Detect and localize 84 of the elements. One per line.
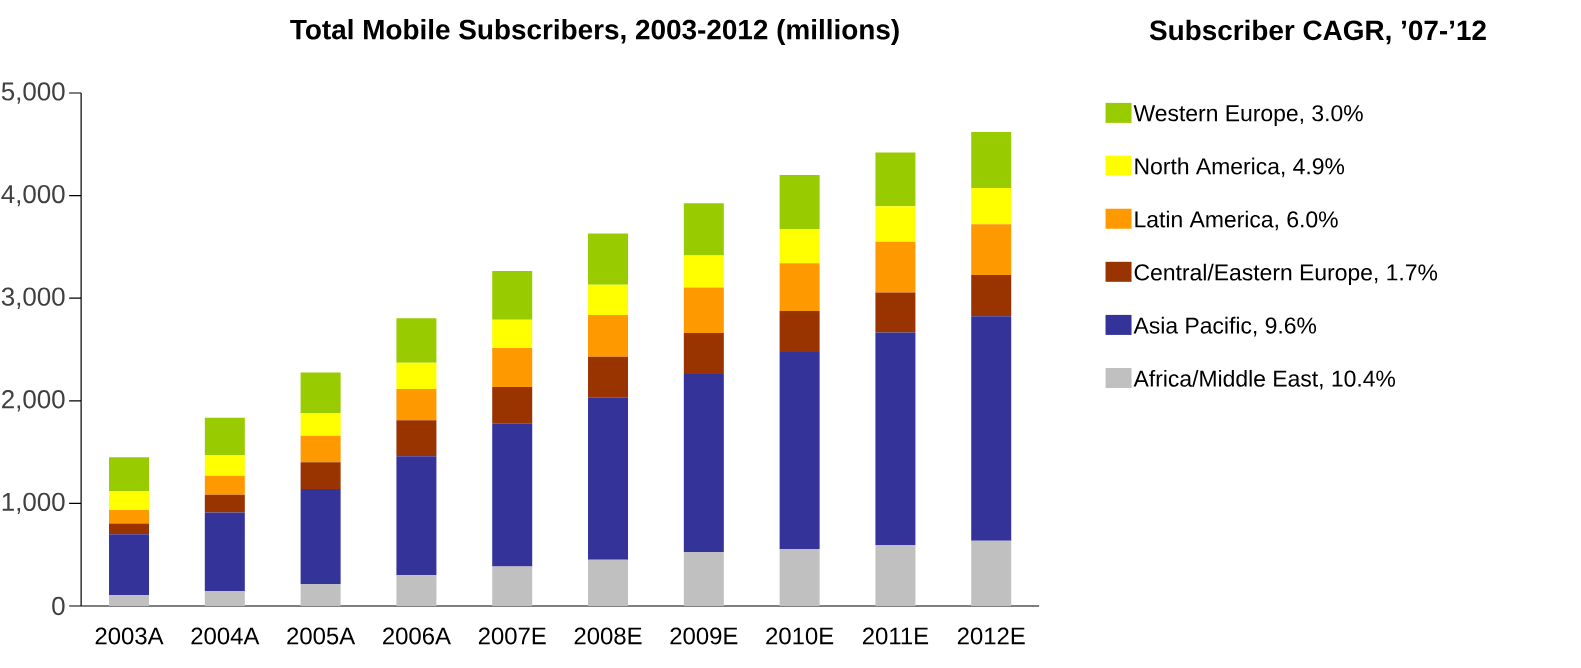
bar [109, 491, 150, 511]
bar [779, 549, 820, 606]
bar [492, 386, 533, 424]
bar [396, 388, 437, 421]
bar [779, 228, 820, 264]
legend-label: Western Europe, 3.0% [1133, 105, 1363, 126]
bar [204, 455, 245, 476]
chart-title: Total Mobile Subscribers, 2003-2012 (millions) [290, 19, 899, 45]
bar [204, 512, 245, 592]
bar [875, 544, 916, 606]
bar [109, 595, 150, 606]
bar [300, 435, 341, 463]
y-tick-label: 1,000 [2, 492, 65, 515]
bar [204, 591, 245, 606]
legend-label: North America, 4.9% [1135, 157, 1345, 178]
bar [588, 397, 629, 560]
bar [683, 203, 724, 256]
bar [204, 494, 245, 513]
bar [588, 315, 629, 357]
bar [683, 374, 724, 553]
y-tick-label: 3,000 [1, 287, 65, 309]
bar [492, 566, 533, 606]
legend-label: Africa/Middle East, 10.4% [1133, 369, 1396, 390]
bar [779, 175, 820, 229]
bar [300, 462, 341, 490]
x-tick-label: 2009E [670, 627, 738, 645]
x-tick-label: 2007E [478, 627, 546, 645]
bar [300, 489, 341, 584]
bar [396, 456, 437, 576]
bar [588, 284, 629, 316]
bar [971, 131, 1012, 188]
bar [492, 347, 533, 387]
bar [875, 241, 916, 293]
bar [971, 187, 1012, 225]
bar [396, 318, 437, 363]
bar [971, 316, 1012, 541]
bar [875, 206, 916, 242]
legend-title: Subscriber CAGR, ’07-’12 [1149, 19, 1486, 45]
bar [109, 534, 150, 596]
bar [396, 575, 437, 606]
x-tick-label: 2005A [287, 627, 356, 645]
x-tick-label: 2011E [862, 627, 929, 645]
bar [109, 510, 150, 524]
bar [875, 152, 916, 207]
x-tick-label: 2003A [95, 627, 164, 645]
bar [396, 362, 437, 389]
bar [683, 552, 724, 606]
x-tick-label: 2010E [766, 627, 834, 645]
bar [492, 270, 533, 320]
bar [875, 332, 916, 545]
x-tick-label: 2004A [191, 627, 260, 645]
y-tick-label: 4,000 [1, 184, 65, 207]
bar [492, 319, 533, 348]
y-tick-label: 0 [52, 596, 65, 616]
x-tick-label: 2006A [383, 627, 451, 645]
legend-label: Central/Eastern Europe, 1.7% [1134, 263, 1438, 286]
bar [779, 352, 820, 550]
bar [971, 224, 1012, 276]
bar [779, 311, 820, 353]
x-tick-label: 2012E [957, 627, 1025, 645]
bar [109, 523, 150, 535]
bar [492, 423, 533, 567]
bar [588, 559, 629, 606]
y-tick-label: 2,000 [2, 390, 65, 412]
bar [204, 475, 245, 495]
bar [875, 292, 916, 333]
bar [971, 540, 1012, 606]
bar [396, 420, 437, 457]
bar [300, 372, 341, 414]
bar [683, 287, 724, 334]
bar [300, 413, 341, 436]
legend-label: Latin America, 6.0% [1135, 210, 1338, 231]
x-tick-label: 2008E [574, 627, 642, 645]
legend-label: Asia Pacific, 9.6% [1133, 316, 1317, 337]
bar [109, 457, 150, 492]
bar [588, 233, 629, 285]
bar [971, 275, 1012, 317]
bar [779, 263, 820, 312]
bar [300, 583, 341, 606]
bar [204, 417, 245, 456]
y-tick-label: 5,000 [1, 82, 65, 104]
bar [683, 333, 724, 375]
bar [683, 255, 724, 288]
bar [588, 356, 629, 398]
